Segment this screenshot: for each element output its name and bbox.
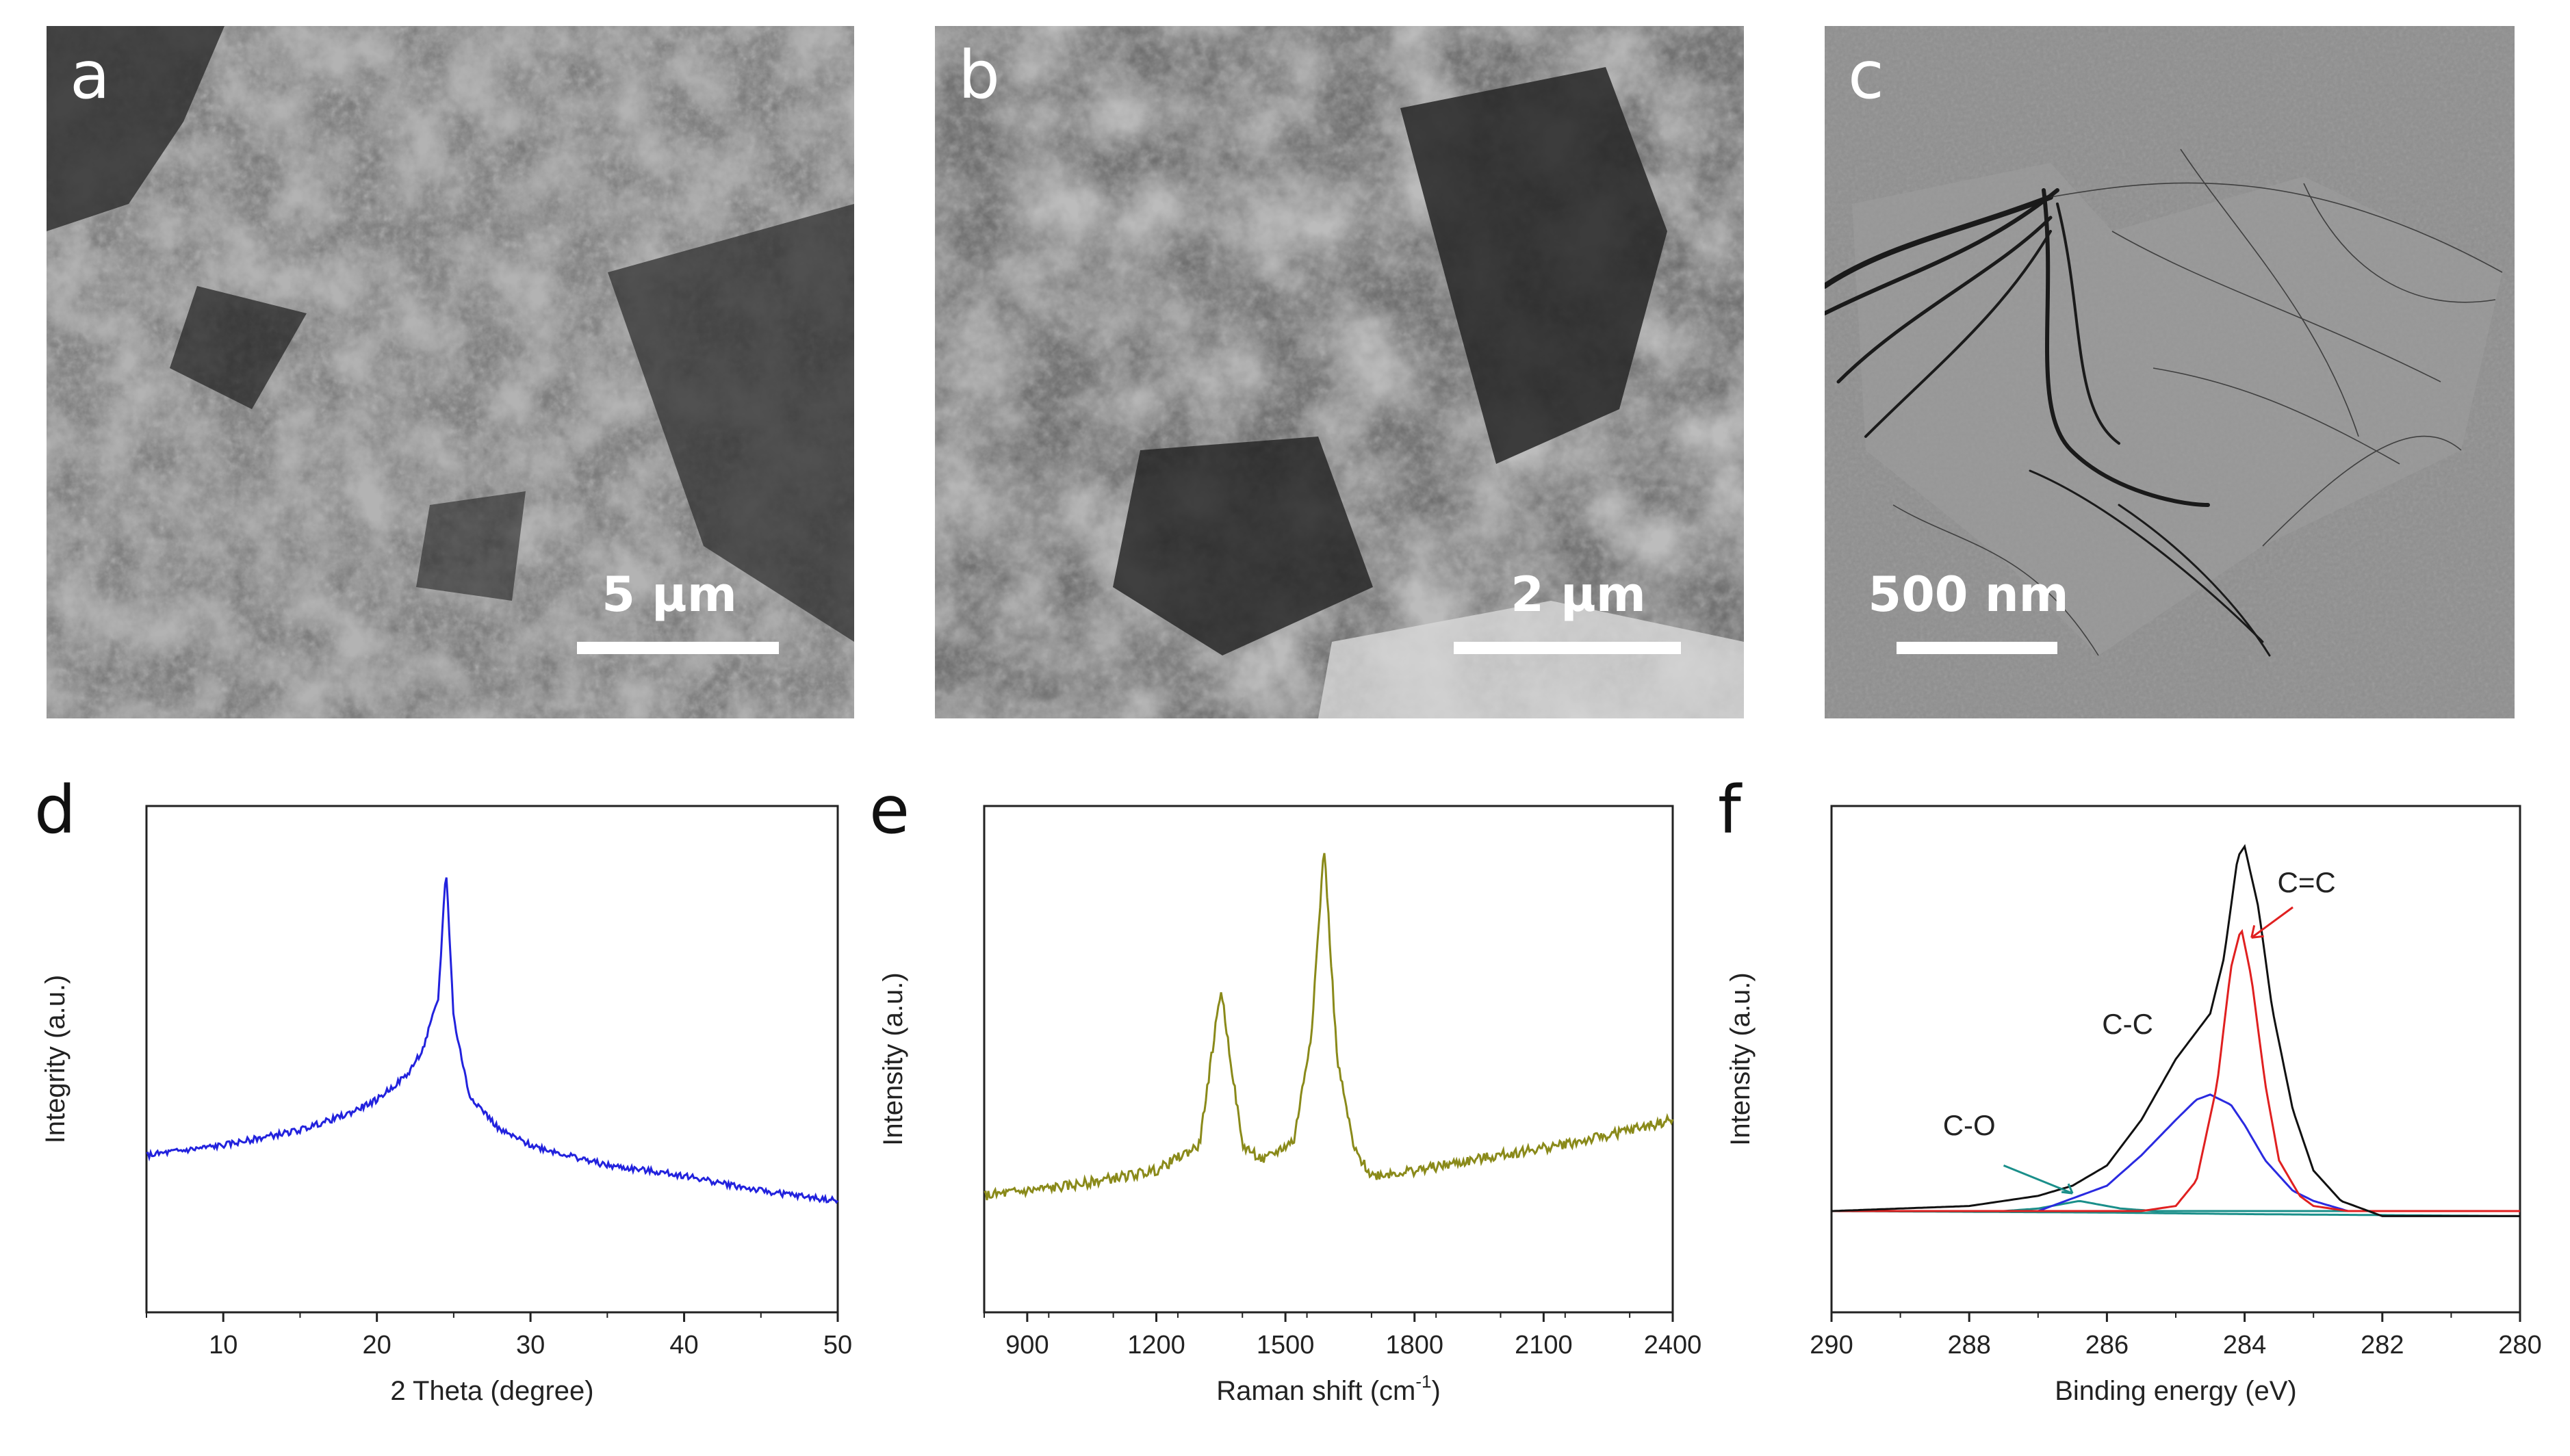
tem-texture-c [1825, 26, 2515, 718]
chart-f-xtick-label: 286 [2085, 1331, 2129, 1360]
chart-e-xtick-label: 1200 [1127, 1331, 1185, 1360]
panel-letter-a: a [70, 37, 110, 114]
chart-e-x-axis: 900 1200 1500 1800 2100 2400 [984, 1312, 1701, 1360]
scale-bar-label-c: 500 nm [1868, 567, 2069, 623]
chart-d: 10 20 30 40 50 2 Theta (degree) Integrity (a… [40, 805, 852, 1406]
chart-e-xtick-label: 2100 [1515, 1331, 1573, 1360]
chart-f-xtick-label: 284 [2223, 1331, 2266, 1360]
chart-e-xtick-label: 1500 [1257, 1331, 1315, 1360]
panel-letter-f: f [1718, 772, 1741, 848]
chart-f-annotation-c-c-double: C=C [2278, 866, 2336, 898]
chart-e-xlabel-main: Raman shift (cm [1216, 1376, 1415, 1406]
chart-f-xtick-label: 280 [2498, 1331, 2541, 1360]
chart-d-ylabel: Integrity (a.u.) [40, 975, 70, 1144]
chart-e: 900 1200 1500 1800 2100 2400 Raman shift (cm-… [878, 805, 1701, 1406]
chart-f-xtick-label: 290 [1810, 1331, 1853, 1360]
sem-texture-a [47, 26, 854, 718]
chart-d-xtick-label: 10 [209, 1331, 237, 1360]
chart-d-xlabel: 2 Theta (degree) [390, 1376, 593, 1406]
panel-letter-d: d [34, 772, 76, 848]
chart-f-series-c-c-double [1832, 928, 2520, 1212]
chart-f-series-c-c [1832, 1093, 2520, 1212]
chart-d-xtick-label: 40 [669, 1331, 698, 1360]
chart-f-series-total [1831, 844, 2520, 1217]
panel-letter-c: c [1848, 37, 1884, 114]
chart-e-frame [983, 805, 1674, 1314]
chart-f-x-axis: 290 288 286 284 282 280 [1810, 1312, 2542, 1360]
chart-f-annotation-c-c: C-C [2102, 1008, 2153, 1040]
chart-f-arrow-c-c-double [2250, 906, 2293, 939]
chart-f: 290 288 286 284 282 280 Binding energy (eV) I… [1725, 805, 2542, 1406]
panel-letter-e: e [869, 772, 910, 848]
chart-d-series-xrd [146, 877, 839, 1204]
chart-f-arrow-c-o [2003, 1165, 2074, 1195]
sem-image-b: b 2 µm [935, 26, 1744, 718]
scale-bar-label-b: 2 µm [1511, 567, 1646, 623]
charts-canvas: 10 20 30 40 50 2 Theta (degree) Integrity (a… [40, 805, 2542, 1406]
chart-f-ylabel: Intensity (a.u.) [1725, 972, 1756, 1145]
chart-f-xtick-label: 282 [2361, 1331, 2404, 1360]
chart-e-xtick-label: 1800 [1385, 1331, 1443, 1360]
chart-f-xtick-label: 288 [1947, 1331, 1990, 1360]
chart-d-frame [145, 805, 839, 1314]
chart-f-annotation-c-o: C-O [1943, 1109, 1996, 1141]
sem-image-a: a 5 µm [47, 26, 854, 718]
chart-f-xlabel: Binding energy (eV) [2055, 1376, 2297, 1406]
chart-e-xlabel-suffix: ) [1431, 1376, 1440, 1406]
chart-d-xtick-label: 50 [823, 1331, 852, 1360]
chart-e-xtick-label: 2400 [1644, 1331, 1702, 1360]
chart-e-xlabel-sup: -1 [1415, 1371, 1431, 1392]
chart-d-xtick-label: 20 [363, 1331, 391, 1360]
scale-bar-label-a: 5 µm [602, 567, 737, 623]
chart-e-series-raman [984, 853, 1674, 1201]
sem-texture-b [935, 26, 1744, 718]
chart-d-xtick-label: 30 [516, 1331, 545, 1360]
chart-d-x-axis: 10 20 30 40 50 [146, 1312, 852, 1360]
panel-letter-b: b [958, 37, 1000, 114]
chart-e-ylabel: Intensity (a.u.) [878, 972, 908, 1145]
scale-bar-a [577, 642, 779, 654]
scale-bar-c [1897, 642, 2057, 654]
chart-e-xtick-label: 900 [1005, 1331, 1049, 1360]
chart-e-xlabel: Raman shift (cm-1) [1216, 1371, 1441, 1406]
scale-bar-b [1454, 642, 1681, 654]
tem-image-c: c 500 nm [1825, 26, 2515, 718]
